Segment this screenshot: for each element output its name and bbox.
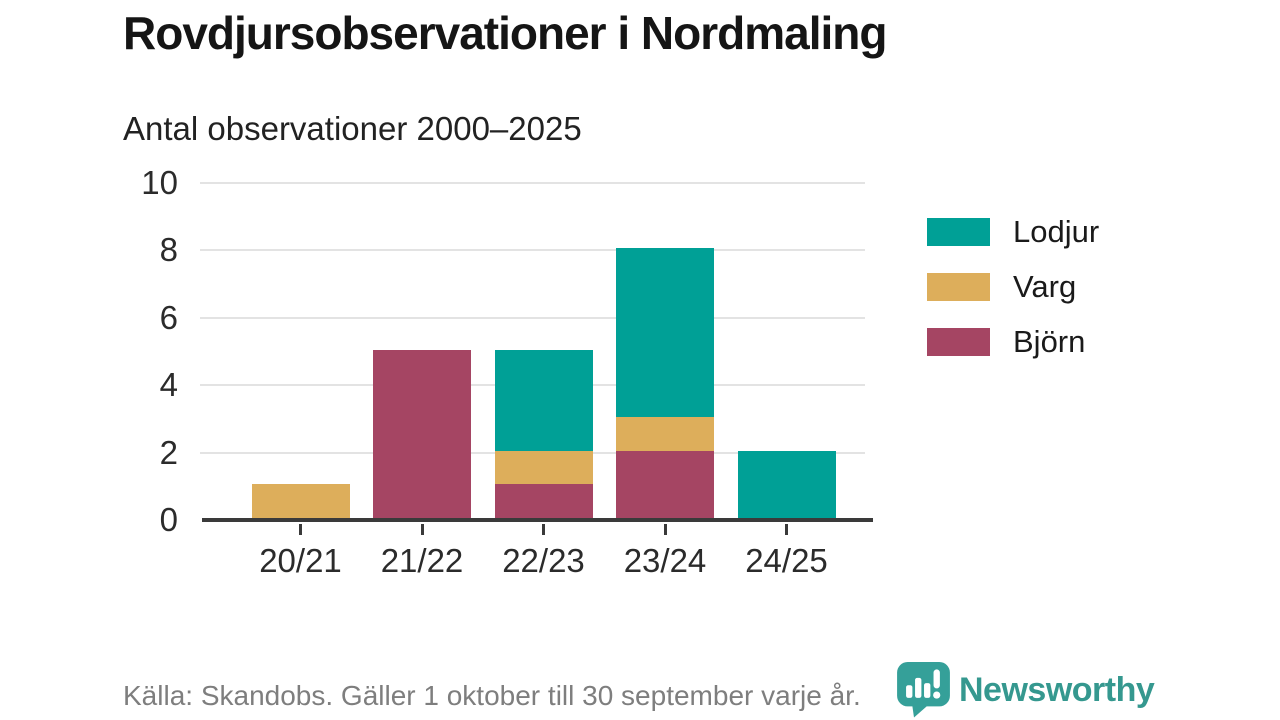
bar-segment-lodjur <box>616 248 714 417</box>
plot-area <box>200 182 873 522</box>
x-tick-label: 20/21 <box>259 542 342 579</box>
x-tick-label: 24/25 <box>745 542 828 579</box>
logo-bar-icon <box>924 683 931 698</box>
x-axis-line <box>202 518 873 522</box>
legend-swatch-icon <box>927 273 990 301</box>
logo-exclamation-dot-icon <box>933 691 941 699</box>
logo-bar-icon <box>915 677 922 698</box>
y-tick-label: 2 <box>159 433 178 471</box>
y-tick-label: 4 <box>159 366 178 404</box>
bar-segment-lodjur <box>494 349 593 451</box>
legend-item: Varg <box>927 269 1099 305</box>
legend-label: Varg <box>1013 269 1077 304</box>
x-tick-label: 22/23 <box>502 542 585 579</box>
x-tick <box>663 524 667 535</box>
brand-name: Newsworthy <box>959 671 1155 709</box>
gridline <box>200 249 865 252</box>
bar-segment-lodjur <box>737 450 836 518</box>
y-tick-label: 0 <box>159 501 178 538</box>
newsworthy-logo-icon <box>897 662 950 718</box>
legend-swatch-icon <box>927 328 990 356</box>
gridline <box>200 182 865 184</box>
x-tick <box>542 524 545 535</box>
y-tick-label: 6 <box>159 298 178 336</box>
gridline <box>200 316 865 319</box>
x-tick-label: 23/24 <box>623 542 707 579</box>
x-tick <box>299 524 302 535</box>
y-tick-label: 10 <box>141 164 178 201</box>
y-axis: 0 2 4 6 8 10 <box>88 166 188 537</box>
legend-swatch-icon <box>927 218 990 246</box>
legend-label: Björn <box>1013 324 1086 359</box>
bar-segment-varg <box>251 484 350 518</box>
y-tick-label: 8 <box>159 231 178 269</box>
bar-segment-björn <box>373 349 471 518</box>
x-tick <box>785 524 788 535</box>
legend-item: Björn <box>927 324 1099 360</box>
x-tick-label: 21/22 <box>380 542 464 579</box>
bar-segment-varg <box>494 450 593 485</box>
x-tick <box>420 524 424 535</box>
newsworthy-brand: Newsworthy <box>897 662 1155 718</box>
chart-title: Rovdjursobservationer i Nordmaling <box>123 7 887 59</box>
legend: Lodjur Varg Björn <box>927 214 1099 360</box>
source-note: Källa: Skandobs. Gäller 1 oktober till 3… <box>123 680 861 711</box>
bar-segment-björn <box>494 484 593 518</box>
logo-exclamation-icon <box>933 669 940 689</box>
bar-segment-björn <box>616 450 714 518</box>
chart-subtitle: Antal observationer 2000–2025 <box>123 110 582 147</box>
bar-segment-varg <box>616 416 714 451</box>
x-axis: 20/21 21/22 22/23 23/24 24/25 <box>200 520 865 590</box>
legend-item: Lodjur <box>927 214 1099 250</box>
legend-label: Lodjur <box>1013 214 1100 249</box>
logo-bar-icon <box>906 685 913 698</box>
